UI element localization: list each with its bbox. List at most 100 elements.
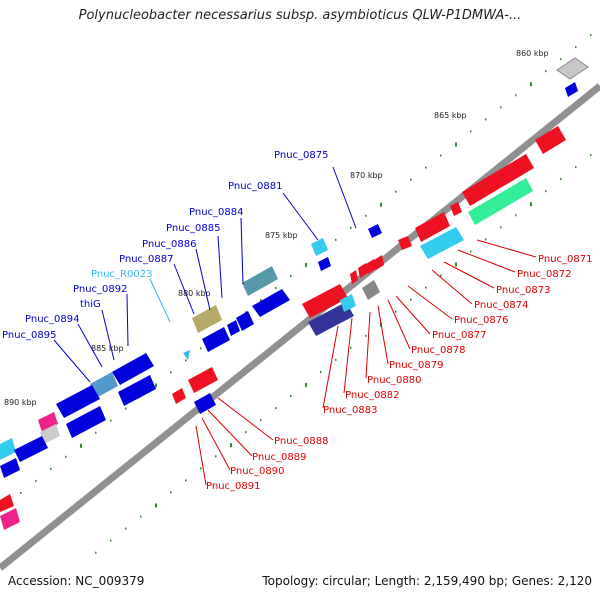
tick-mark xyxy=(410,298,412,301)
tick-mark xyxy=(140,515,142,518)
gene-forward[interactable] xyxy=(112,353,154,385)
gene-forward[interactable] xyxy=(56,385,100,418)
gene-reverse[interactable] xyxy=(308,302,354,336)
map-title: Polynucleobacter necessarius subsp. asym… xyxy=(78,8,522,23)
gene-reverse[interactable] xyxy=(420,227,464,259)
gene-reverse[interactable] xyxy=(450,202,462,216)
tick-mark xyxy=(440,154,442,157)
tick-mark xyxy=(95,431,97,434)
forward-genes[interactable] xyxy=(0,57,589,478)
gene-label-pnuc-0885: Pnuc_0885 xyxy=(166,223,220,234)
gene-forward[interactable] xyxy=(242,266,278,296)
gene-label-pnuc-0883: Pnuc_0883 xyxy=(323,405,377,416)
tick-mark xyxy=(170,491,172,494)
gene-label-pnuc-0895: Pnuc_0895 xyxy=(2,330,56,341)
gene-forward[interactable] xyxy=(556,57,589,80)
gene-reverse[interactable] xyxy=(374,255,384,270)
tick-mark xyxy=(500,106,502,109)
tick-label-885: 885 kbp xyxy=(91,344,124,353)
gene-label-pnuc-0871: Pnuc_0871 xyxy=(538,254,592,265)
gene-reverse[interactable] xyxy=(350,270,358,284)
gene-reverse[interactable] xyxy=(0,508,20,530)
gene-reverse[interactable] xyxy=(366,259,376,274)
tick-label-890: 890 kbp xyxy=(4,398,37,407)
gene-reverse[interactable] xyxy=(194,393,216,414)
gene-reverse[interactable] xyxy=(340,294,356,312)
reverse-genes[interactable] xyxy=(0,126,566,530)
tick-mark xyxy=(590,34,592,37)
gene-reverse[interactable] xyxy=(302,284,348,318)
gene-forward[interactable] xyxy=(227,320,240,336)
tick-mark xyxy=(515,94,517,97)
tick-mark xyxy=(365,214,367,217)
gene-forward[interactable] xyxy=(565,82,578,97)
tick-mark xyxy=(95,551,97,554)
tick-mark xyxy=(215,455,217,458)
gene-label-pnuc-0874: Pnuc_0874 xyxy=(474,300,528,311)
tick-mark xyxy=(470,130,472,133)
tick-mark xyxy=(305,262,307,267)
gene-reverse[interactable] xyxy=(358,263,368,278)
tick-mark xyxy=(80,443,82,448)
gene-label-pnuc-0894: Pnuc_0894 xyxy=(25,314,79,325)
tick-mark xyxy=(470,250,472,253)
gene-forward[interactable] xyxy=(0,458,20,478)
tick-mark xyxy=(275,287,277,290)
tick-mark xyxy=(380,202,382,207)
gene-forward[interactable] xyxy=(14,436,48,462)
gene-reverse[interactable] xyxy=(415,212,450,242)
tick-mark xyxy=(395,310,397,313)
gene-label-pnuc-0873: Pnuc_0873 xyxy=(496,285,550,296)
gene-label-pnuc-0877: Pnuc_0877 xyxy=(432,330,486,341)
gene-forward[interactable] xyxy=(0,438,16,460)
gene-reverse[interactable] xyxy=(172,388,186,404)
tick-mark xyxy=(260,299,262,302)
gene-reverse[interactable] xyxy=(0,494,14,512)
tick-label-880: 880 kbp xyxy=(178,289,211,298)
gene-reverse[interactable] xyxy=(462,154,534,206)
tick-mark xyxy=(290,395,292,398)
gene-forward[interactable] xyxy=(368,224,382,238)
footer-accession: Accession: NC_009379 xyxy=(8,574,145,588)
gene-forward[interactable] xyxy=(66,406,106,438)
tick-mark xyxy=(290,275,292,278)
gene-forward[interactable] xyxy=(183,350,190,360)
label-leader-lines xyxy=(53,166,537,486)
genome-backbone xyxy=(0,83,600,571)
tick-mark xyxy=(185,359,187,362)
tick-mark xyxy=(50,467,52,470)
gene-label-pnuc-0878: Pnuc_0878 xyxy=(411,345,465,356)
tick-mark xyxy=(455,262,457,267)
tick-mark xyxy=(20,491,22,494)
gene-forward[interactable] xyxy=(192,305,222,333)
kbp-tick-labels: 860 kbp 865 kbp 870 kbp 875 kbp 880 kbp … xyxy=(4,49,549,407)
tick-mark xyxy=(125,407,127,410)
gene-forward[interactable] xyxy=(318,257,331,271)
tick-mark xyxy=(560,178,562,181)
tick-label-875: 875 kbp xyxy=(265,231,298,240)
tick-mark xyxy=(185,479,187,482)
gene-reverse[interactable] xyxy=(535,126,566,154)
gene-reverse[interactable] xyxy=(188,367,218,393)
gene-label-pnuc-r0023: Pnuc_R0023 xyxy=(91,269,152,280)
gene-forward[interactable] xyxy=(311,238,328,256)
tick-label-860: 860 kbp xyxy=(516,49,549,58)
gene-forward[interactable] xyxy=(38,412,58,432)
gene-forward[interactable] xyxy=(118,375,156,406)
tick-mark xyxy=(275,407,277,410)
tick-mark xyxy=(230,443,232,448)
gene-forward[interactable] xyxy=(202,327,230,352)
gene-reverse[interactable] xyxy=(362,280,380,300)
reverse-gene-labels: Pnuc_0871 Pnuc_0872 Pnuc_0873 Pnuc_0874 … xyxy=(206,254,592,492)
gene-reverse[interactable] xyxy=(468,178,533,225)
gene-forward[interactable] xyxy=(236,311,254,331)
gene-forward[interactable] xyxy=(90,372,118,398)
tick-mark xyxy=(365,334,367,337)
footer-topology: Topology: circular; Length: 2,159,490 bp… xyxy=(262,574,592,588)
gene-forward[interactable] xyxy=(252,289,290,317)
gene-label-pnuc-0887: Pnuc_0887 xyxy=(119,254,173,265)
gene-reverse[interactable] xyxy=(398,236,412,250)
gene-forward[interactable] xyxy=(40,424,60,444)
tick-mark xyxy=(425,166,427,169)
